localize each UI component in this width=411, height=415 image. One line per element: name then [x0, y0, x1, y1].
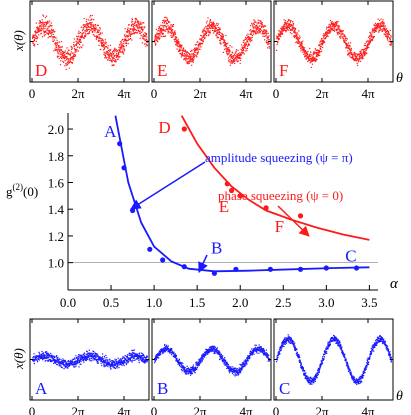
data-point — [323, 265, 329, 271]
panel-label: C — [279, 379, 290, 398]
panel-B: B 0 2π 4π — [151, 318, 272, 415]
x-tick-label: 2π — [193, 404, 207, 415]
data-point — [147, 246, 153, 252]
x-tick-label: 4π — [361, 86, 375, 101]
main-chart: 1.0 1.2 1.4 1.6 1.8 2.0 0.0 0.5 1.0 1.5 2.0 2.5 3.0 3… — [6, 113, 399, 310]
x-tick-label: 4π — [239, 404, 253, 415]
panel-label: A — [35, 379, 48, 398]
quadrature-samples — [276, 18, 393, 68]
quadrature-samples — [154, 16, 271, 66]
panel-frame — [29, 0, 150, 83]
x-tick-label: 0 — [273, 86, 280, 101]
data-point — [160, 257, 166, 263]
panel-label: F — [279, 61, 288, 80]
x-tick-label: 2π — [315, 86, 329, 101]
amplitude-label: amplitude squeezing (ψ = π) — [205, 150, 353, 165]
amplitude-arrow — [130, 161, 206, 210]
x-tick-label: 4π — [117, 404, 131, 415]
x-tick-label: 2π — [193, 86, 207, 101]
data-point — [297, 213, 304, 219]
x-tick-label: 0 — [151, 404, 158, 415]
panel-frame — [151, 318, 272, 401]
panel-A: A 0 2π 4π — [29, 318, 150, 415]
phase-arrow — [277, 205, 310, 237]
point-label-D: D — [158, 118, 170, 137]
quadrature-samples — [32, 349, 149, 370]
x-tick-label: 2π — [71, 86, 85, 101]
point-label-A: A — [104, 122, 117, 141]
x-axis-label: α — [390, 276, 399, 292]
point-label-E: E — [219, 197, 229, 216]
x-tick-label: 1.5 — [189, 295, 205, 310]
point-label-C: C — [345, 246, 356, 265]
y-tick-label: 1.2 — [48, 229, 64, 244]
x-tick-label: 0 — [29, 86, 36, 101]
data-point — [267, 266, 273, 272]
x-tick-label: 4π — [361, 404, 375, 415]
x-tick-label: 2π — [315, 404, 329, 415]
x-tick-label: 3.5 — [361, 295, 377, 310]
panel-D: D 0 2π 4π — [29, 0, 150, 101]
data-point — [224, 181, 230, 187]
x-tick-label: 2π — [71, 404, 85, 415]
phase-label: phase squeezing (ψ = 0) — [218, 188, 343, 203]
data-point — [181, 126, 187, 132]
x-tick-label: 3.0 — [318, 295, 334, 310]
y-tick-label: 1.8 — [48, 149, 64, 164]
y-tick-label: 2.0 — [48, 122, 64, 137]
data-point — [237, 193, 243, 199]
panel-label: B — [157, 379, 168, 398]
panel-label: D — [35, 61, 47, 80]
y-tick-label: 1.4 — [48, 202, 65, 217]
panel-frame — [273, 318, 394, 401]
x-tick-label: 0 — [273, 404, 280, 415]
data-point — [263, 205, 269, 211]
panel-frame — [151, 0, 272, 83]
x-tick-label: 2.5 — [275, 295, 291, 310]
b-arrow — [198, 254, 208, 273]
panel-label: E — [157, 61, 167, 80]
data-point — [211, 270, 217, 276]
data-point — [233, 266, 239, 272]
x-tick-label: 2.0 — [232, 295, 248, 310]
panel-F: F 0 2π 4π — [273, 0, 394, 101]
fit-curve-phase — [180, 115, 370, 241]
point-label-B: B — [211, 238, 222, 257]
x-tick-label: 4π — [117, 86, 131, 101]
panel-E: E 0 2π 4π — [151, 0, 272, 101]
data-point — [181, 264, 187, 270]
x-tick-label: 1.0 — [146, 295, 162, 310]
x-tick-label: 4π — [239, 86, 253, 101]
quadrature-samples — [276, 334, 393, 386]
top-xlabel: θ — [396, 71, 403, 86]
data-point — [117, 141, 123, 147]
y-axis-label: g(2)(0) — [6, 182, 38, 199]
data-point — [353, 265, 360, 271]
x-tick-label: 0.5 — [103, 295, 119, 310]
top-ylabel: x(θ) — [11, 30, 26, 52]
bottom-xlabel: θ — [396, 389, 403, 404]
panel-C: C 0 2π 4π — [273, 318, 394, 415]
data-point — [297, 266, 304, 272]
y-tick-label: 1.6 — [48, 175, 65, 190]
quadrature-samples — [32, 14, 149, 70]
top-row: D 0 2π 4π E 0 2π 4π F 0 2π 4π x(θ) θ — [11, 0, 403, 101]
x-tick-label: 0 — [29, 404, 36, 415]
data-point — [121, 165, 127, 171]
bottom-ylabel: x(θ) — [11, 348, 26, 370]
panel-frame — [273, 0, 394, 83]
x-tick-label: 0.0 — [60, 295, 76, 310]
x-tick-label: 0 — [151, 86, 158, 101]
bottom-row: A 0 2π 4π B 0 2π 4π C 0 2π 4π x(θ) θ — [11, 318, 403, 415]
data-point — [229, 187, 235, 194]
y-tick-label: 1.0 — [48, 256, 64, 271]
quadrature-samples — [154, 343, 271, 377]
point-label-F: F — [275, 217, 284, 236]
